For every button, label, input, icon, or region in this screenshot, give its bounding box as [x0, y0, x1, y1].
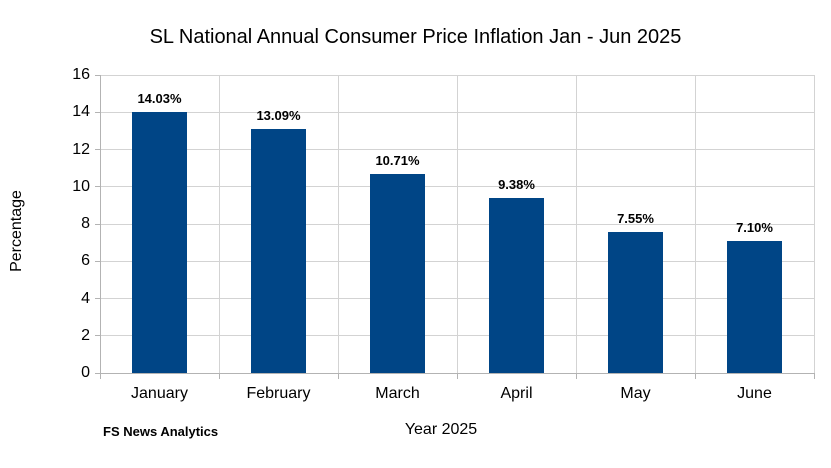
bar-value-label: 7.10% [736, 219, 773, 235]
y-axis-tick [95, 186, 100, 188]
gridline-vertical [337, 75, 339, 373]
bar-february [250, 129, 307, 373]
x-axis-tick [694, 373, 696, 379]
y-axis-tick-label: 16 [72, 66, 90, 83]
bar-march [369, 173, 426, 373]
y-axis-tick [95, 149, 100, 150]
y-axis-line [99, 75, 101, 373]
y-axis-tick [95, 74, 100, 76]
bar-may [607, 232, 664, 373]
gridline-vertical [694, 75, 696, 373]
y-axis-tick [95, 223, 100, 225]
x-axis-tick [99, 373, 101, 379]
bar-january [131, 111, 188, 373]
chart-title: SL National Annual Consumer Price Inflat… [149, 26, 682, 48]
x-axis-tick-label: March [375, 385, 420, 402]
bar-april [488, 198, 545, 373]
y-axis-tick-label: 2 [81, 326, 90, 344]
bar-value-label: 7.55% [617, 211, 654, 227]
x-axis-title: Year 2025 [404, 421, 478, 438]
y-axis-tick-label: 12 [72, 140, 90, 158]
y-axis-tick [95, 111, 100, 113]
bar-value-label: 10.71% [375, 152, 420, 168]
chart-credit: FS News Analytics [103, 424, 219, 439]
y-axis-tick-label: 10 [72, 177, 90, 195]
x-axis-tick [337, 373, 339, 379]
x-axis-tick [575, 373, 577, 379]
bar-june [726, 240, 783, 373]
y-axis-tick-label: 6 [81, 252, 90, 270]
x-axis-tick-label: January [131, 385, 188, 402]
y-axis-tick-label: 14 [72, 103, 90, 121]
y-axis-tick [95, 372, 100, 374]
y-axis-tick-label: 0 [81, 364, 90, 381]
x-axis-tick [218, 373, 220, 379]
x-axis-tick [813, 373, 815, 379]
x-axis-tick-label: April [500, 385, 533, 402]
y-axis-tick [95, 298, 100, 299]
gridline-vertical [456, 75, 458, 373]
bar-value-label: 14.03% [137, 90, 182, 106]
gridline-vertical [813, 75, 815, 373]
y-axis-tick-label: 8 [81, 215, 90, 232]
gridline-vertical [575, 75, 577, 373]
x-axis-tick-label: May [620, 385, 651, 402]
y-axis-tick [95, 260, 100, 262]
x-axis-tick [456, 373, 458, 379]
gridline-vertical [218, 75, 220, 373]
bar-value-label: 13.09% [256, 108, 301, 124]
y-axis-title: Percentage [8, 190, 25, 272]
x-axis-tick-label: February [246, 385, 311, 402]
y-axis-tick-label: 4 [81, 289, 90, 307]
plot-area: 0 2 4 6 8 10 12 14 16 14.03% January 13.09% February… [72, 67, 815, 402]
x-axis-tick-label: June [737, 385, 772, 402]
y-axis-tick [95, 335, 100, 337]
bar-value-label: 9.38% [498, 177, 535, 193]
